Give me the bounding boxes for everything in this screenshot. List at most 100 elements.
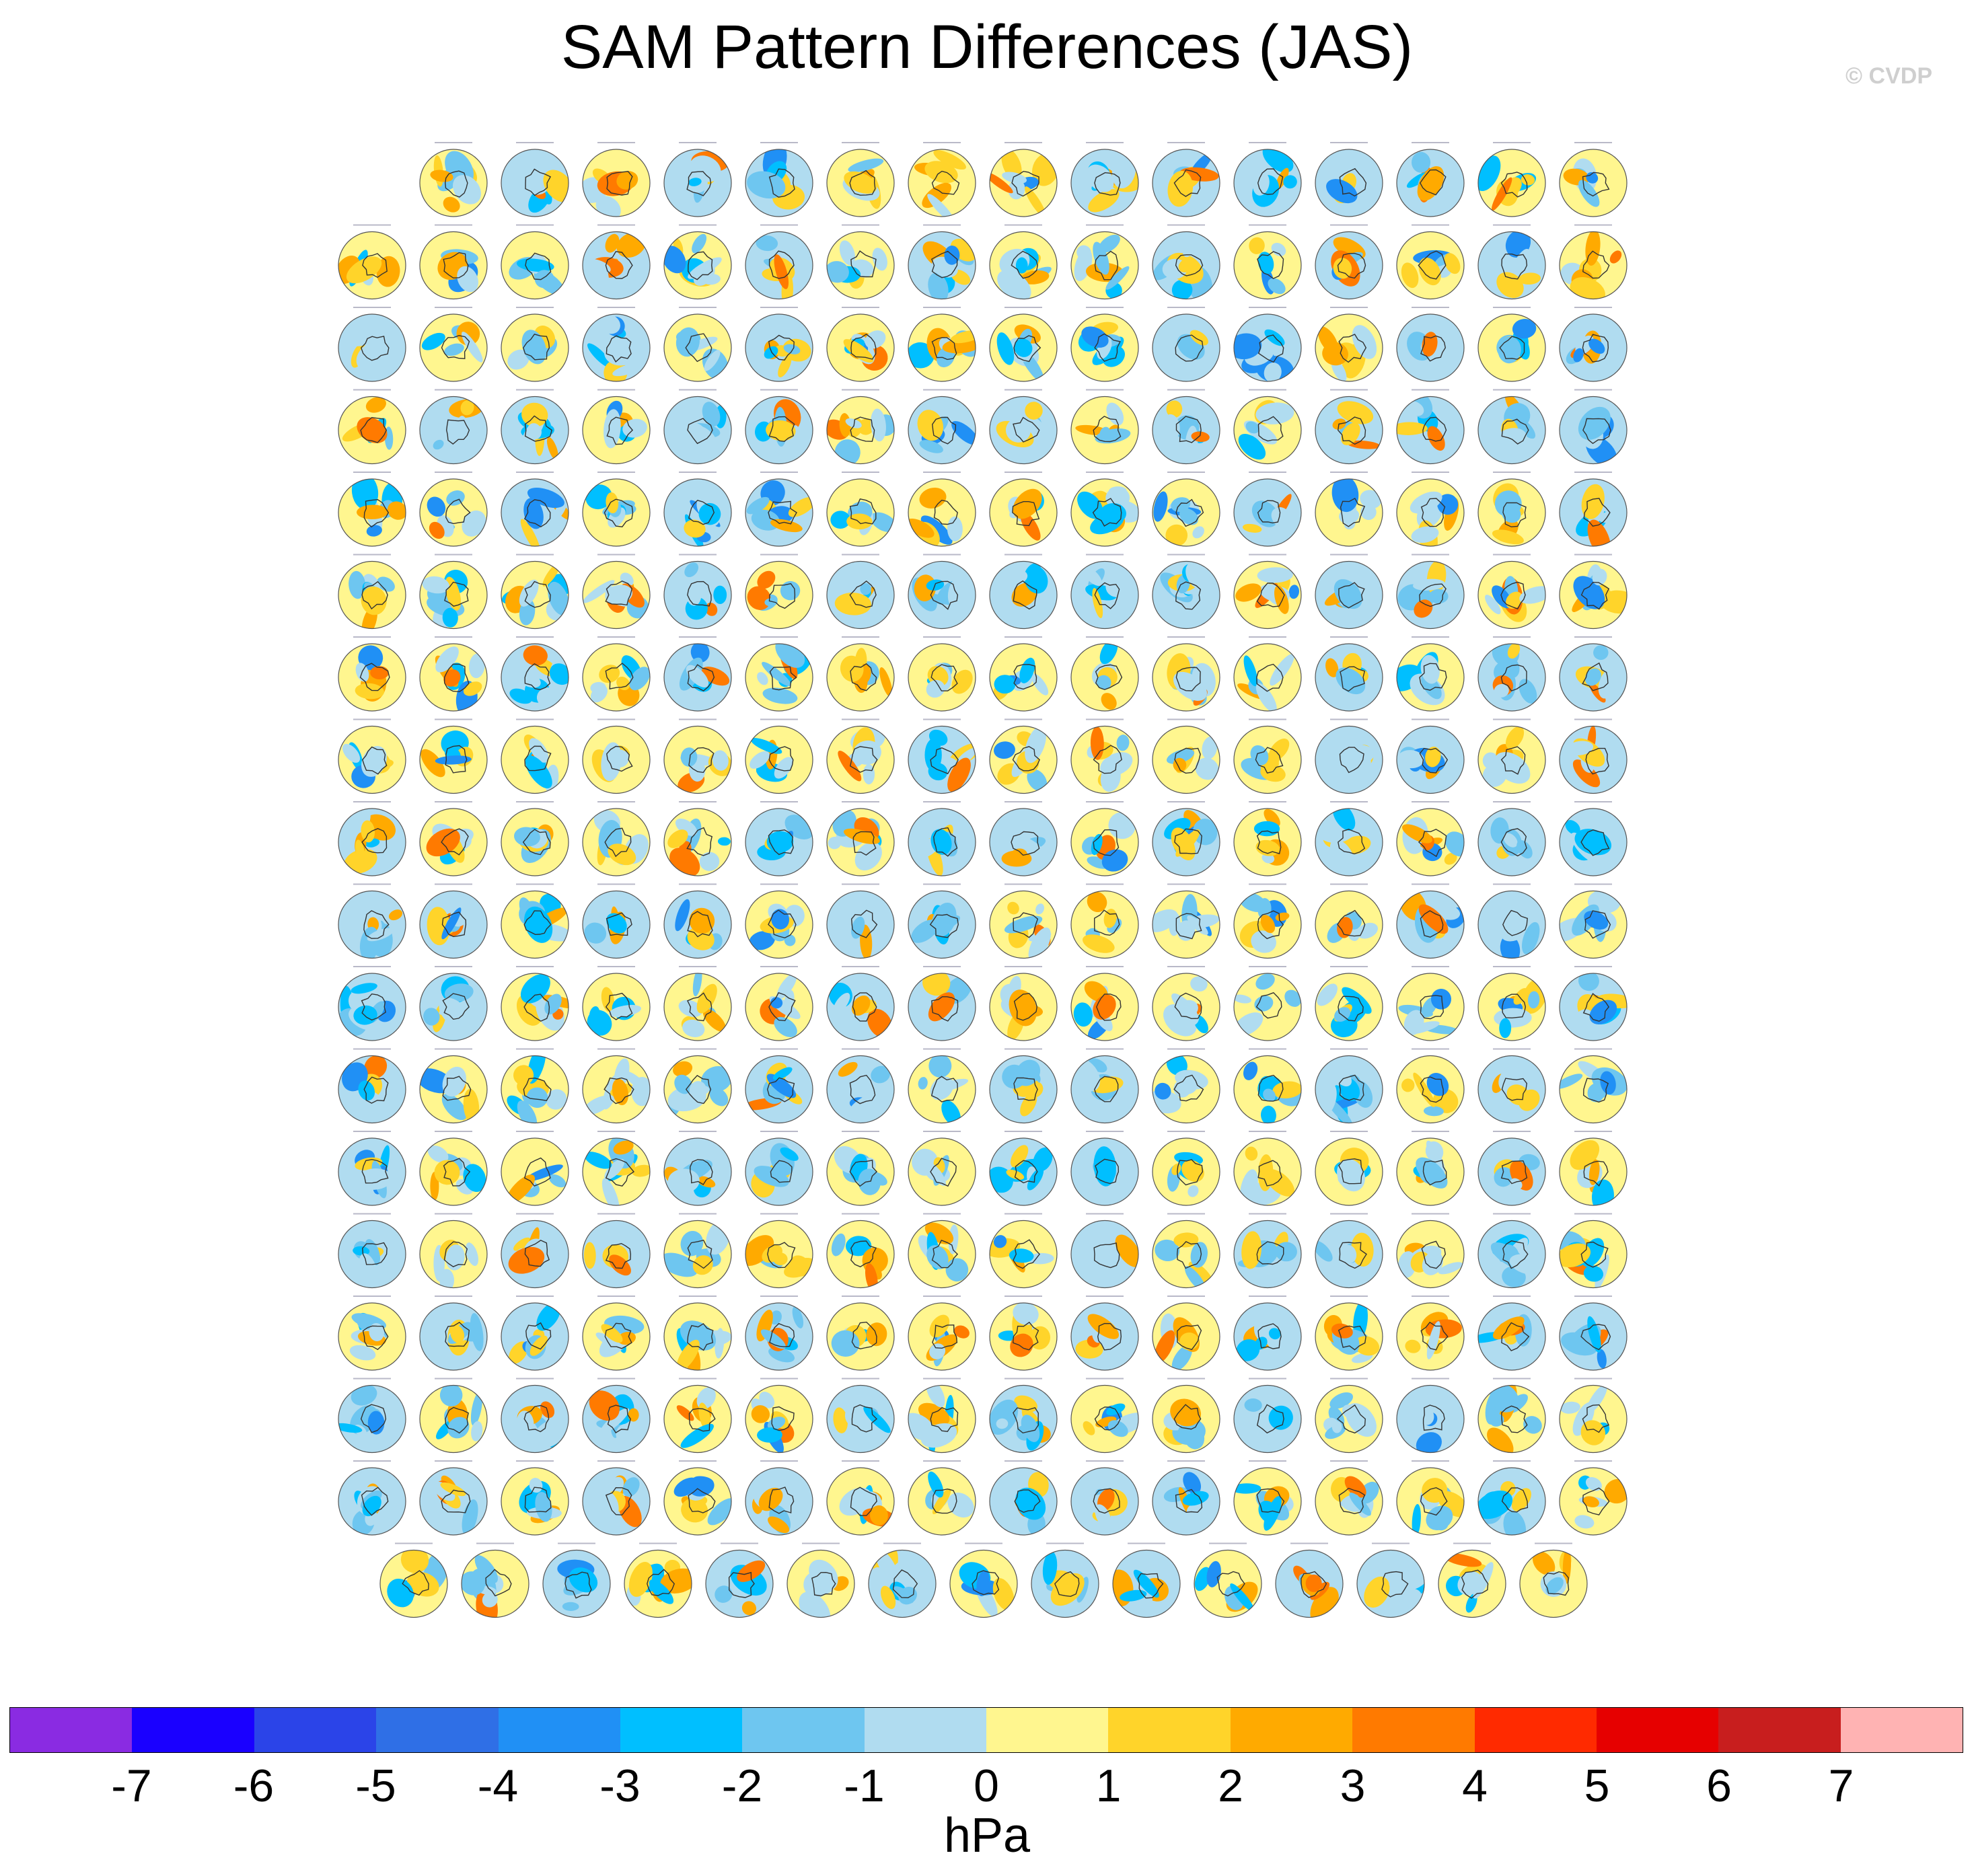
panel-map — [663, 554, 732, 630]
panel-map — [826, 636, 895, 712]
panel-map — [826, 1213, 895, 1289]
colorbar-tick-label: 0 — [974, 1760, 999, 1811]
panel-map — [501, 1296, 569, 1371]
panel-map — [1152, 307, 1220, 382]
panel-map — [1559, 1460, 1628, 1536]
panel-map — [826, 389, 895, 465]
panel-map — [1477, 142, 1546, 217]
panel-map — [1477, 883, 1546, 959]
panel-map — [501, 1460, 569, 1536]
panel-map — [461, 1542, 529, 1618]
panel-map — [419, 966, 488, 1041]
panel-map — [338, 966, 406, 1041]
panel-map — [1396, 554, 1465, 630]
panel-map — [908, 554, 976, 630]
panel-map — [663, 1048, 732, 1124]
panel-map — [338, 307, 406, 382]
colorbar-tick-label: 6 — [1706, 1760, 1732, 1811]
panel-map — [338, 554, 406, 630]
panel-map — [582, 554, 651, 630]
panel-map — [826, 307, 895, 382]
panel-map — [1315, 389, 1383, 465]
panel-map — [1233, 1048, 1302, 1124]
panel-map — [1275, 1542, 1344, 1618]
panel-map — [826, 801, 895, 876]
panel-map — [1477, 224, 1546, 300]
colorbar-segment — [10, 1708, 133, 1752]
panel-map — [745, 966, 813, 1041]
panel-map — [1315, 224, 1383, 300]
panel-map — [989, 718, 1058, 794]
panel-map — [745, 1131, 813, 1206]
panel-map — [1070, 718, 1139, 794]
panel-map — [1559, 636, 1628, 712]
colorbar-tick-label: 4 — [1462, 1760, 1488, 1811]
panel-map — [1233, 1131, 1302, 1206]
panel-map — [908, 1213, 976, 1289]
panel-map — [908, 389, 976, 465]
panel-map — [501, 1213, 569, 1289]
panel-map — [419, 1378, 488, 1454]
panel-map — [1315, 554, 1383, 630]
panel-map — [989, 1131, 1058, 1206]
colorbar-tick-label: -7 — [111, 1760, 152, 1811]
panel-map — [419, 718, 488, 794]
panel-map — [338, 224, 406, 300]
panel-map — [582, 307, 651, 382]
panel-map — [1477, 1213, 1546, 1289]
panel-map — [338, 1048, 406, 1124]
panel-map — [1152, 1296, 1220, 1371]
panel-map — [1315, 801, 1383, 876]
colorbar-segment — [498, 1708, 620, 1752]
panel-map — [501, 883, 569, 959]
panel-map — [908, 1378, 976, 1454]
panel-map — [501, 472, 569, 547]
panel-map — [1070, 307, 1139, 382]
panel-map — [908, 636, 976, 712]
panel-map — [1070, 966, 1139, 1041]
panel-map — [582, 883, 651, 959]
panel-map — [1315, 883, 1383, 959]
panel-map — [908, 1296, 976, 1371]
colorbar-segment — [1840, 1708, 1963, 1752]
panel-map — [1233, 472, 1302, 547]
panel-map — [1396, 1048, 1465, 1124]
panel-map — [908, 307, 976, 382]
panel-map — [908, 801, 976, 876]
panel-map — [1152, 636, 1220, 712]
panel-map — [501, 389, 569, 465]
panel-map — [582, 718, 651, 794]
panel-map — [745, 389, 813, 465]
panel-map — [501, 966, 569, 1041]
colorbar — [9, 1707, 1963, 1753]
panel-map — [663, 142, 732, 217]
panel-map — [1396, 389, 1465, 465]
panel-map — [419, 801, 488, 876]
colorbar-tick-label: -1 — [844, 1760, 885, 1811]
credit-label: © CVDP — [1845, 63, 1932, 89]
colorbar-segment — [986, 1708, 1109, 1752]
panel-map — [1152, 1131, 1220, 1206]
colorbar-segment — [376, 1708, 499, 1752]
panel-map — [1396, 801, 1465, 876]
panel-map — [419, 1213, 488, 1289]
panel-map — [908, 472, 976, 547]
panel-map — [826, 718, 895, 794]
panel-map — [338, 718, 406, 794]
panel-map — [989, 1378, 1058, 1454]
panel-map — [1396, 1131, 1465, 1206]
panel-map — [663, 1213, 732, 1289]
panel-map — [663, 307, 732, 382]
colorbar-segment — [620, 1708, 743, 1752]
panel-map — [1070, 224, 1139, 300]
colorbar-tick-label: 7 — [1828, 1760, 1854, 1811]
panel-map — [1559, 142, 1628, 217]
panel-map — [1396, 636, 1465, 712]
panel-map — [989, 1213, 1058, 1289]
panel-map — [1070, 389, 1139, 465]
colorbar-segment — [132, 1708, 254, 1752]
panel-map — [663, 718, 732, 794]
panel-map — [663, 1296, 732, 1371]
panel-map — [1070, 1460, 1139, 1536]
panel-map — [419, 1296, 488, 1371]
